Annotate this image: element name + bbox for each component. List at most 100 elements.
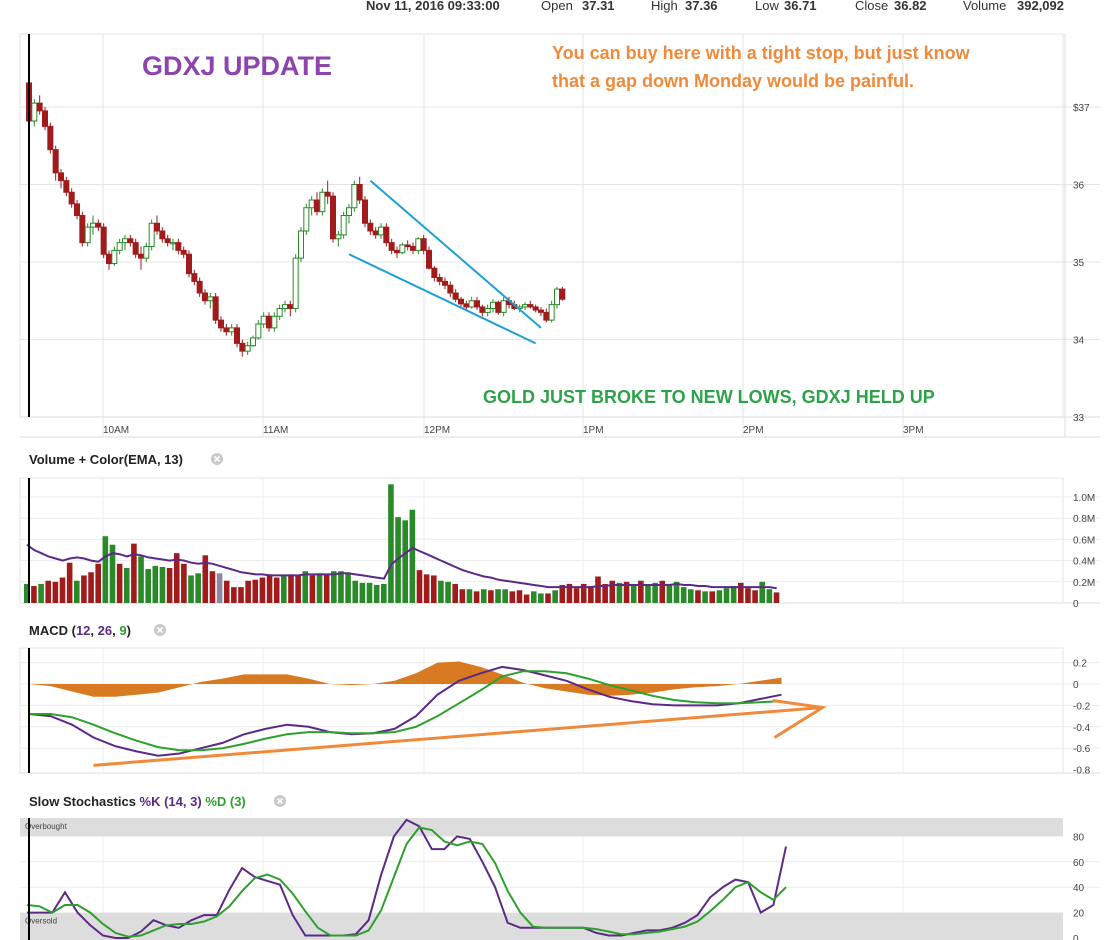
volume-bar-81 bbox=[602, 583, 608, 603]
stochastics-panel-title: Slow Stochastics %K (14, 3) %D (3) bbox=[29, 794, 246, 809]
volume-bar-69 bbox=[516, 590, 523, 603]
volume-bar-2 bbox=[38, 583, 44, 603]
candle-7 bbox=[63, 176, 70, 197]
volume-bar-22 bbox=[181, 563, 187, 603]
volume-bar-64 bbox=[480, 589, 487, 603]
volume-bar-102 bbox=[752, 590, 758, 603]
candle-31 bbox=[191, 269, 198, 286]
candle-body bbox=[159, 230, 166, 240]
volume-bar-100 bbox=[738, 582, 744, 603]
volume-bar-96 bbox=[709, 591, 716, 603]
candle-body bbox=[303, 207, 310, 232]
volume-bar-34 bbox=[266, 574, 273, 603]
volume-tick-label-5: 0 bbox=[1073, 599, 1079, 610]
candle-10 bbox=[79, 211, 86, 247]
price-tick-label-0: $37 bbox=[1073, 103, 1090, 114]
candle-11 bbox=[84, 223, 91, 247]
candle-61 bbox=[351, 180, 358, 212]
volume-tick-label-1: 0.8M bbox=[1073, 514, 1095, 525]
candle-79 bbox=[447, 281, 454, 297]
volume-bar-23 bbox=[188, 575, 194, 603]
macd-tick-label-1: 0 bbox=[1073, 680, 1079, 691]
candle-70 bbox=[399, 242, 406, 255]
volume-bar-38 bbox=[295, 575, 301, 603]
candle-body bbox=[447, 284, 454, 294]
candle-body bbox=[95, 222, 102, 228]
candle-body bbox=[463, 303, 470, 308]
price-tick-label-3: 34 bbox=[1073, 336, 1085, 347]
candle-60 bbox=[346, 203, 352, 224]
volume-bar-6 bbox=[66, 562, 73, 603]
candle-24 bbox=[154, 215, 160, 235]
volume-bar-74 bbox=[552, 590, 558, 603]
volume-bar-18 bbox=[152, 565, 159, 603]
candle-34 bbox=[207, 293, 214, 309]
macd-arrow-shaft bbox=[93, 706, 823, 767]
candle-body bbox=[330, 195, 336, 240]
candle-29 bbox=[180, 246, 187, 259]
candle-body bbox=[490, 301, 496, 309]
macd-line-0 bbox=[28, 665, 782, 757]
volume-bar-1 bbox=[31, 586, 37, 603]
volume-bar-78 bbox=[580, 583, 587, 603]
volume-bar-94 bbox=[695, 590, 701, 603]
candlestick-series bbox=[26, 79, 566, 357]
candle-body bbox=[180, 249, 187, 255]
candle-body bbox=[154, 222, 160, 232]
stochastics-band-label-1: Oversold bbox=[25, 917, 57, 926]
volume-bar-12 bbox=[109, 544, 116, 603]
trendline-1 bbox=[348, 253, 537, 345]
candle-body bbox=[223, 327, 230, 333]
candle-body bbox=[495, 301, 502, 313]
candle-22 bbox=[143, 242, 150, 262]
volume-bar-61 bbox=[459, 589, 466, 603]
annotation-note-line1: You can buy here with a tight stop, but … bbox=[552, 43, 971, 63]
stochastics-close-icon[interactable] bbox=[274, 795, 286, 807]
candle-body bbox=[58, 172, 64, 182]
candle-body bbox=[138, 253, 144, 259]
time-tick-label-3: 1PM bbox=[583, 425, 604, 436]
volume-bar-9 bbox=[88, 572, 94, 603]
volume-bar-44 bbox=[338, 571, 344, 603]
volume-tick-label-4: 0.2M bbox=[1073, 578, 1095, 589]
price-tick-label-2: 35 bbox=[1073, 258, 1085, 269]
candle-68 bbox=[388, 238, 395, 255]
candle-84 bbox=[474, 296, 480, 311]
candle-2 bbox=[36, 95, 43, 115]
volume-bar-93 bbox=[688, 589, 694, 603]
stochastics-line-0 bbox=[27, 818, 787, 939]
candle-body bbox=[314, 199, 320, 213]
volume-bar-101 bbox=[745, 588, 751, 603]
candle-94 bbox=[527, 300, 534, 309]
volume-bar-17 bbox=[145, 569, 151, 603]
candle-6 bbox=[58, 169, 64, 189]
price-plot-frame bbox=[19, 33, 1064, 418]
volume-bar-45 bbox=[345, 573, 351, 603]
candle-53 bbox=[308, 196, 315, 216]
volume-bar-87 bbox=[645, 584, 651, 603]
candle-48 bbox=[282, 300, 288, 313]
volume-bar-71 bbox=[530, 591, 537, 603]
volume-bar-91 bbox=[673, 581, 680, 603]
macd-close-icon[interactable] bbox=[154, 624, 166, 636]
volume-bar-36 bbox=[281, 575, 287, 603]
volume-bar-11 bbox=[102, 536, 109, 603]
candle-body bbox=[431, 267, 438, 279]
candle-body bbox=[234, 327, 240, 344]
volume-bar-86 bbox=[638, 580, 644, 603]
volume-bar-40 bbox=[309, 575, 316, 603]
candle-44 bbox=[260, 312, 267, 328]
volume-close-icon[interactable] bbox=[211, 453, 223, 465]
volume-bar-58 bbox=[438, 580, 444, 603]
volume-bar-68 bbox=[509, 591, 516, 603]
volume-bar-90 bbox=[666, 583, 673, 603]
candle-body bbox=[356, 184, 363, 201]
candle-98 bbox=[548, 300, 555, 323]
volume-bar-50 bbox=[381, 583, 387, 603]
candle-body bbox=[122, 238, 128, 244]
axis-ticks: $37 36 35 34 33 10AM 11AM 12PM 1PM 2PM 3PM 1.0M 0.8M… bbox=[103, 103, 1095, 940]
candle-body bbox=[474, 300, 480, 308]
volume-bar-63 bbox=[473, 591, 480, 603]
volume-bar-105 bbox=[773, 592, 780, 603]
candle-body bbox=[47, 125, 54, 151]
